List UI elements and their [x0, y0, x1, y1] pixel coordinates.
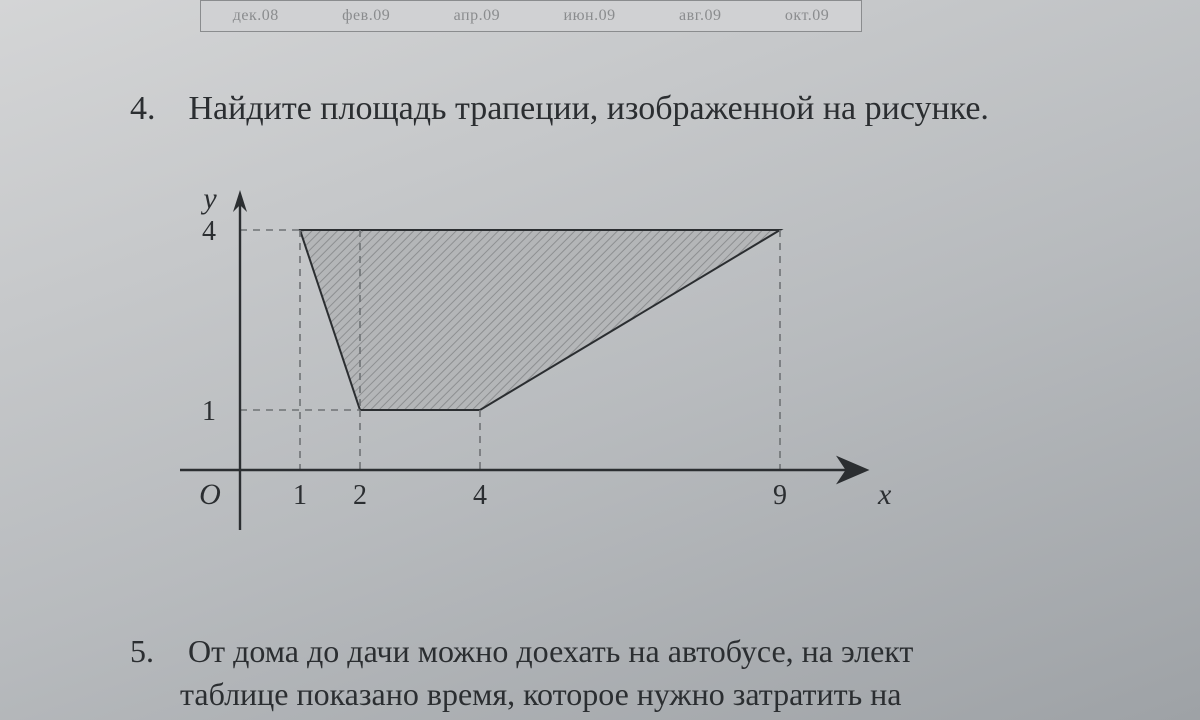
top-tab: авг.09 — [679, 7, 721, 25]
problem-5-line1: От дома до дачи можно доехать на автобус… — [188, 633, 913, 669]
svg-text:y: y — [200, 182, 217, 215]
chart-svg: Oxy124914 — [160, 170, 960, 570]
top-tab: окт.09 — [785, 7, 829, 25]
problem-statement: Найдите площадь трапеции, изображенной н… — [189, 90, 989, 127]
svg-text:O: O — [199, 478, 221, 511]
problem-5-line2: таблице показано время, которое нужно за… — [180, 673, 913, 716]
svg-text:x: x — [877, 478, 892, 511]
page: дек.08 фев.09 апр.09 июн.09 авг.09 окт.0… — [0, 0, 1200, 720]
top-tab-strip: дек.08 фев.09 апр.09 июн.09 авг.09 окт.0… — [200, 0, 862, 32]
problem-5-text: 5. От дома до дачи можно доехать на авто… — [130, 630, 913, 716]
problem-number: 5. — [130, 630, 180, 673]
trapezoid-shape — [300, 230, 780, 410]
top-tab: фев.09 — [342, 7, 390, 25]
problem-4-text: 4. Найдите площадь трапеции, изображенно… — [130, 90, 989, 128]
trapezoid-chart: Oxy124914 — [160, 170, 960, 570]
top-tab: апр.09 — [454, 7, 500, 25]
top-tab: дек.08 — [233, 7, 279, 25]
svg-text:4: 4 — [473, 480, 487, 511]
svg-text:1: 1 — [202, 396, 216, 427]
svg-text:2: 2 — [353, 480, 367, 511]
svg-text:9: 9 — [773, 480, 787, 511]
top-tab: июн.09 — [564, 7, 616, 25]
svg-text:1: 1 — [293, 480, 307, 511]
svg-text:4: 4 — [202, 216, 216, 247]
problem-number: 4. — [130, 90, 180, 128]
